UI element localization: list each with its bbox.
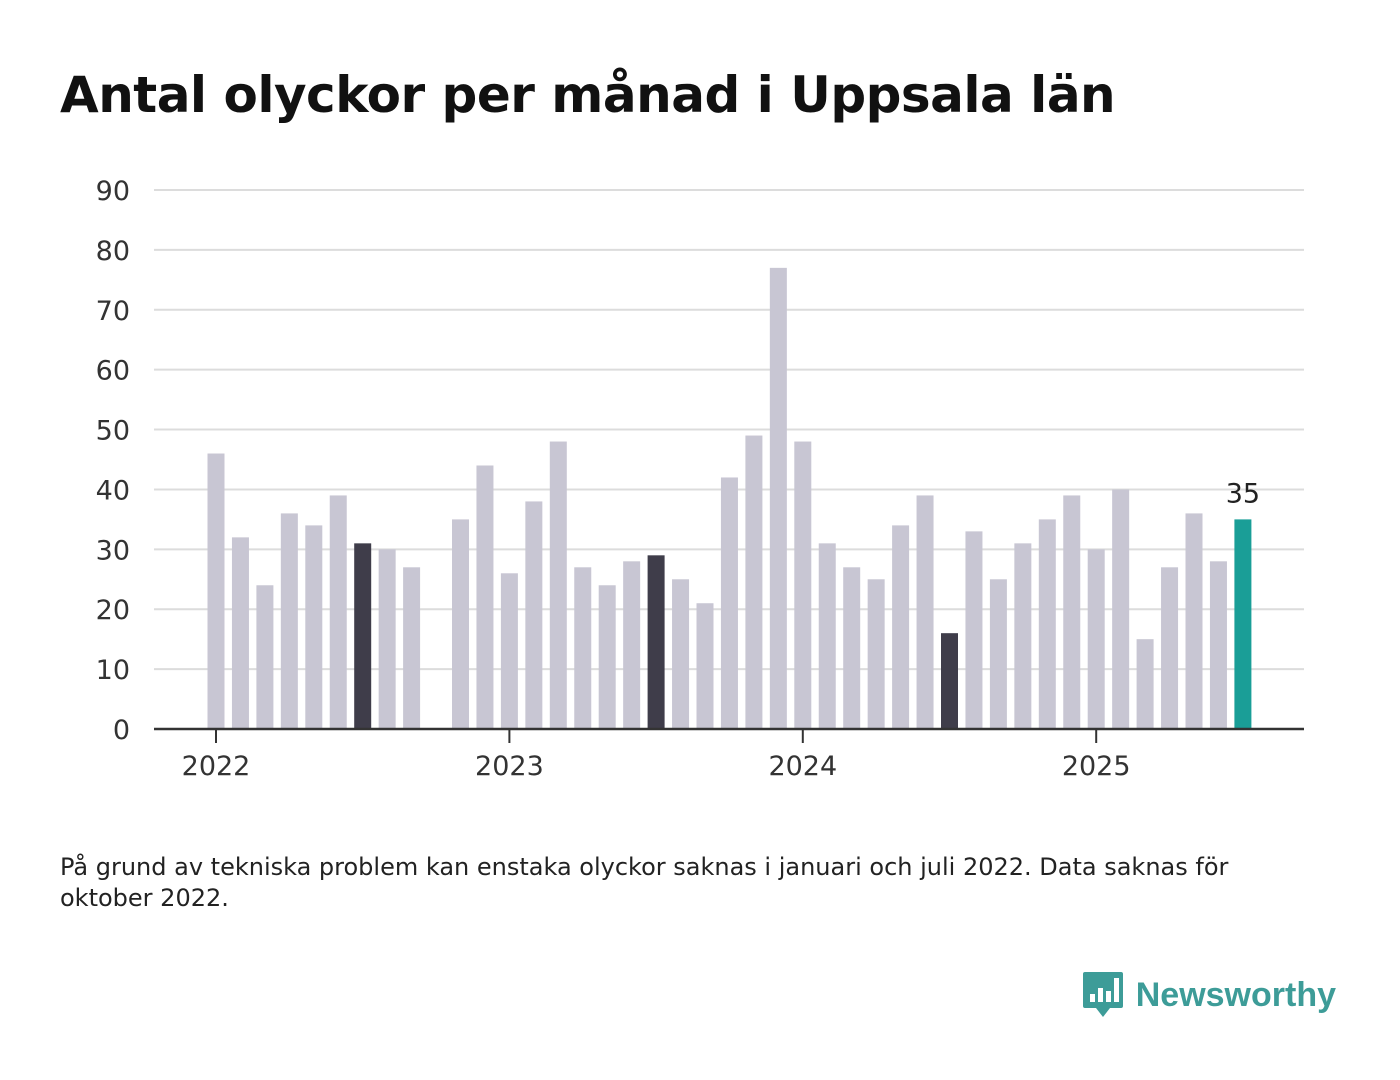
bar bbox=[696, 603, 714, 729]
bar bbox=[452, 519, 469, 729]
bar bbox=[647, 555, 665, 729]
bar bbox=[305, 525, 323, 729]
bar bbox=[1136, 639, 1154, 729]
bar bbox=[769, 267, 787, 729]
bar bbox=[231, 537, 249, 729]
y-tick-label: 20 bbox=[96, 595, 130, 626]
bar bbox=[720, 477, 738, 729]
chart-title: Antal olyckor per månad i Uppsala län bbox=[60, 66, 1116, 124]
y-tick-label: 80 bbox=[96, 236, 130, 267]
bar bbox=[794, 441, 812, 729]
bar bbox=[843, 567, 861, 729]
y-tick-label: 10 bbox=[96, 655, 130, 686]
bar bbox=[549, 441, 567, 729]
bar bbox=[354, 543, 372, 729]
bar bbox=[1014, 543, 1032, 729]
bar bbox=[745, 435, 763, 729]
bar bbox=[574, 567, 592, 729]
bar bbox=[623, 561, 641, 729]
bar bbox=[916, 495, 934, 729]
x-tick-label: 2022 bbox=[182, 751, 251, 782]
bar bbox=[525, 501, 543, 729]
bar bbox=[1161, 567, 1179, 729]
bar bbox=[280, 513, 298, 729]
bar bbox=[1234, 519, 1252, 729]
newsworthy-logo-icon bbox=[1082, 972, 1123, 1017]
data-label: 35 bbox=[1226, 478, 1260, 509]
bar bbox=[965, 531, 983, 729]
bar bbox=[1185, 513, 1203, 729]
data-labels: 35 bbox=[1226, 478, 1260, 509]
bar bbox=[476, 465, 494, 729]
y-tick-label: 0 bbox=[113, 715, 130, 746]
bar bbox=[207, 453, 225, 729]
bar bbox=[500, 573, 518, 729]
bar bbox=[256, 585, 274, 729]
bar bbox=[892, 525, 910, 729]
bar bbox=[818, 543, 836, 729]
y-tick-label: 70 bbox=[96, 296, 130, 327]
bar bbox=[1209, 561, 1227, 729]
y-tick-label: 60 bbox=[96, 356, 130, 387]
y-tick-label: 90 bbox=[96, 176, 130, 207]
bar bbox=[1063, 495, 1081, 729]
brand-name: Newsworthy bbox=[1135, 975, 1336, 1014]
y-tick-label: 50 bbox=[96, 416, 130, 447]
bar bbox=[1112, 489, 1130, 729]
bar bbox=[941, 633, 958, 729]
brand-logo: Newsworthy bbox=[1082, 970, 1336, 1020]
bar-chart: 0 10 20 30 40 50 60 70 80 90 2022 2023 2024 2025 35 bbox=[96, 176, 1304, 782]
bar bbox=[329, 495, 347, 729]
bar bbox=[672, 579, 690, 729]
bar bbox=[378, 549, 396, 729]
bar bbox=[989, 579, 1007, 729]
bar bbox=[1038, 519, 1056, 729]
x-tick-label: 2024 bbox=[768, 751, 837, 782]
x-axis-ticks: 2022 2023 2024 2025 bbox=[182, 729, 1131, 782]
footnote: På grund av tekniska problem kan enstaka… bbox=[60, 853, 1229, 912]
x-tick-label: 2025 bbox=[1062, 751, 1131, 782]
x-tick-label: 2023 bbox=[475, 751, 544, 782]
y-tick-label: 40 bbox=[96, 475, 130, 506]
bar bbox=[598, 585, 616, 729]
bars bbox=[207, 267, 1252, 729]
bar bbox=[403, 567, 421, 729]
bar bbox=[1087, 549, 1105, 729]
y-axis-ticks: 0 10 20 30 40 50 60 70 80 90 bbox=[96, 176, 130, 746]
y-tick-label: 30 bbox=[96, 535, 130, 566]
bar bbox=[867, 579, 885, 729]
